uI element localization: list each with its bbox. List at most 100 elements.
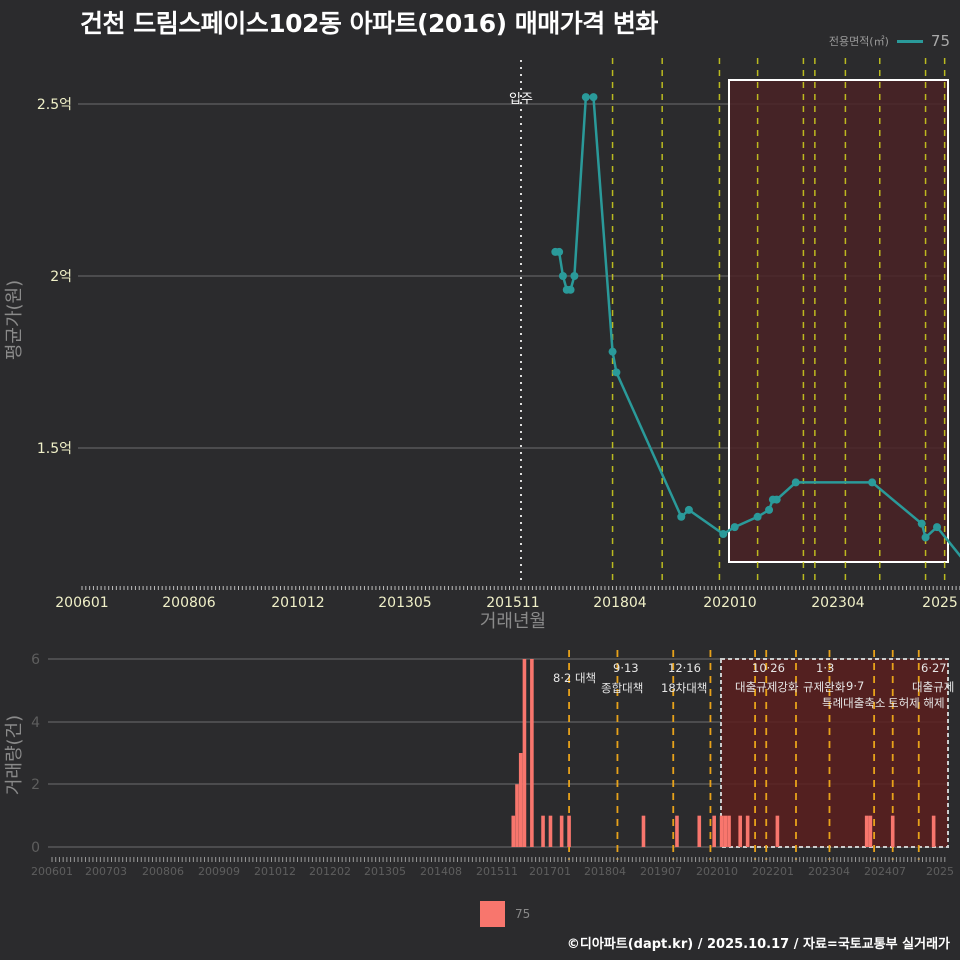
- x-tick-label: 200601: [55, 595, 108, 611]
- top-y-axis: 2.5억 2억 1.5억: [37, 97, 72, 457]
- x-tick-label: 201305: [364, 865, 406, 878]
- x-tick-label: 201804: [584, 865, 626, 878]
- policy-label: 10·26: [752, 661, 785, 675]
- footer-credit: ©디아파트(dapt.kr) / 2025.10.17 / 자료=국토교통부 실…: [567, 933, 950, 952]
- policy-label: 9·13: [613, 661, 639, 675]
- x-tick-label: 202010: [703, 595, 756, 611]
- volume-bar: [891, 816, 895, 847]
- volume-bar: [675, 816, 679, 847]
- x-tick-label: 201701: [529, 865, 571, 878]
- policy-label: 대출규제: [912, 680, 954, 694]
- policy-label: 9·7: [846, 679, 864, 693]
- x-tick-label: 200601: [31, 865, 73, 878]
- price-point: [589, 93, 597, 101]
- policy-label: 1·3: [816, 661, 834, 675]
- price-point: [685, 506, 693, 514]
- volume-bar: [727, 816, 731, 847]
- bottom-x-axis: 2006012007032008062009092010122012022013…: [31, 857, 954, 878]
- legend-bottom: 75: [480, 901, 530, 927]
- price-point: [609, 348, 617, 356]
- price-chart: 입주 2006012008062010122013052015112018042…: [4, 58, 960, 632]
- volume-bar: [712, 816, 716, 847]
- policy-label: 특례대출축소: [822, 696, 885, 710]
- top-x-axis: 200601 200806 201012 201305 201511 201804 2020…: [55, 586, 960, 611]
- x-tick-label: 201511: [476, 865, 518, 878]
- price-point: [570, 272, 578, 280]
- policy-label: 18차대책: [661, 681, 707, 695]
- volume-bar: [746, 816, 750, 847]
- x-tick-label: 202407: [864, 865, 906, 878]
- y-tick-label: 1.5억: [37, 441, 72, 457]
- price-point: [719, 530, 727, 538]
- legend-bar-swatch-icon: [480, 901, 505, 927]
- price-point: [567, 286, 575, 294]
- price-point: [559, 272, 567, 280]
- x-tick-label: 2025: [922, 595, 958, 611]
- x-tick-label: 201305: [378, 595, 431, 611]
- legend-bottom-value: 75: [515, 907, 530, 921]
- x-tick-label: 201202: [309, 865, 351, 878]
- y-tick-label: 0: [31, 840, 40, 856]
- price-point: [555, 248, 563, 256]
- y-tick-label: 2억: [50, 269, 72, 285]
- highlight-box: [729, 80, 948, 562]
- policy-label: 6·27: [921, 661, 947, 675]
- price-point: [677, 513, 685, 521]
- price-point: [933, 523, 941, 531]
- volume-chart: 8·2 대책 9·13 종합대책 12·16 18차대책 10·26 대출규제강화 1·3 규제…: [4, 650, 954, 878]
- y-tick-label: 2: [31, 777, 40, 793]
- top-y-axis-title: 평균가(원): [4, 280, 25, 360]
- x-tick-label: 201804: [593, 595, 647, 611]
- price-point: [773, 496, 781, 504]
- volume-bar: [515, 784, 519, 847]
- y-tick-label: 6: [31, 652, 40, 668]
- volume-bar: [865, 816, 869, 847]
- volume-bar: [642, 816, 646, 847]
- x-tick-label: 202304: [811, 595, 865, 611]
- x-tick-label: 200909: [198, 865, 240, 878]
- policy-label: 8·2 대책: [553, 671, 596, 685]
- volume-bar: [697, 816, 701, 847]
- price-point: [582, 93, 590, 101]
- policy-label: 토허제 해제: [888, 696, 945, 710]
- chart-canvas: 입주 2006012008062010122013052015112018042…: [0, 0, 960, 960]
- price-point: [765, 506, 773, 514]
- volume-bar: [724, 816, 728, 847]
- bottom-y-axis: 0246: [31, 652, 40, 856]
- x-tick-label: 201408: [420, 865, 462, 878]
- x-tick-label: 200806: [162, 595, 216, 611]
- policy-label: 규제완화: [803, 680, 846, 694]
- x-tick-label: 202201: [752, 865, 794, 878]
- x-tick-label: 202010: [696, 865, 738, 878]
- policy-label: 12·16: [668, 661, 701, 675]
- volume-bar: [523, 659, 527, 847]
- bottom-y-axis-title: 거래량(건): [4, 715, 25, 795]
- volume-bar: [560, 816, 564, 847]
- price-point: [754, 513, 762, 521]
- x-tick-label: 201012: [254, 865, 296, 878]
- volume-bar: [549, 816, 553, 847]
- x-tick-label: 201907: [640, 865, 682, 878]
- price-point: [868, 478, 876, 486]
- x-tick-label: 2025: [926, 865, 954, 878]
- volume-bar: [932, 816, 936, 847]
- price-point: [792, 478, 800, 486]
- policy-label: 종합대책: [601, 681, 643, 695]
- price-point: [731, 523, 739, 531]
- x-tick-label: 201511: [486, 595, 539, 611]
- volume-bar: [567, 816, 571, 847]
- move-in-label: 입주: [509, 92, 533, 107]
- price-point: [612, 368, 620, 376]
- volume-bar: [738, 816, 742, 847]
- volume-bar: [776, 816, 780, 847]
- policy-label: 대출규제강화: [735, 680, 799, 694]
- volume-bar: [541, 816, 545, 847]
- price-point: [922, 533, 930, 541]
- y-tick-label: 2.5억: [37, 97, 72, 113]
- volume-bar: [869, 816, 873, 847]
- top-x-axis-title: 거래년월: [480, 611, 546, 632]
- x-tick-label: 201012: [271, 595, 324, 611]
- x-tick-label: 200806: [142, 865, 184, 878]
- volume-bar: [720, 816, 724, 847]
- volume-bar: [519, 753, 523, 847]
